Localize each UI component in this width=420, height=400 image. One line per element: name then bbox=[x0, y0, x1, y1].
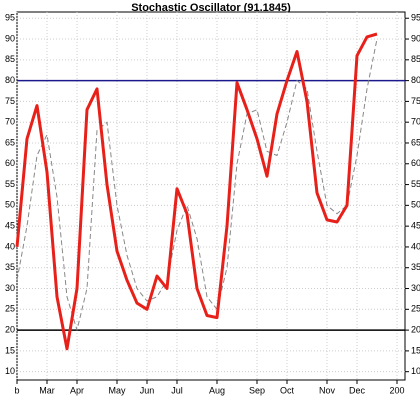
y-tick-label-left: 75 bbox=[5, 96, 15, 106]
y-tick-label-left: 20 bbox=[5, 324, 15, 334]
y-tick-label-left: 85 bbox=[5, 54, 15, 64]
series-line bbox=[16, 38, 378, 331]
y-tick-label: 95 bbox=[411, 13, 420, 23]
y-tick-label: 75 bbox=[411, 96, 420, 106]
y-tick-label-left: 30 bbox=[5, 283, 15, 293]
y-tick-label: 90 bbox=[411, 33, 420, 43]
y-tick-label: 85 bbox=[411, 54, 420, 64]
x-tick-label: Dec bbox=[349, 385, 366, 395]
y-tick-label: 70 bbox=[411, 117, 420, 127]
series-line bbox=[15, 32, 378, 351]
y-tick-label: 45 bbox=[411, 221, 420, 231]
y-tick-label-left: 90 bbox=[5, 33, 15, 43]
x-tick-label: Oct bbox=[280, 385, 295, 395]
chart-title: Stochastic Oscillator (91.1845) bbox=[131, 2, 291, 14]
x-tick-label: b bbox=[14, 385, 19, 395]
x-tick-label: Mar bbox=[39, 385, 55, 395]
y-tick-label: 40 bbox=[411, 241, 420, 251]
y-tick-label-left: 95 bbox=[5, 13, 15, 23]
y-tick-label-left: 50 bbox=[5, 200, 15, 210]
y-tick-label: 60 bbox=[411, 158, 420, 168]
x-tick-label: Aug bbox=[209, 385, 225, 395]
x-tick-label: 200 bbox=[389, 385, 404, 395]
y-tick-label-left: 15 bbox=[5, 345, 15, 355]
y-tick-label: 30 bbox=[411, 283, 420, 293]
y-tick-label: 25 bbox=[411, 304, 420, 314]
y-tick-label: 10 bbox=[411, 366, 420, 376]
y-tick-label: 65 bbox=[411, 137, 420, 147]
y-tick-label-left: 60 bbox=[5, 158, 15, 168]
x-tick-label: Nov bbox=[319, 385, 336, 395]
y-tick-label-left: 40 bbox=[5, 241, 15, 251]
y-tick-label: 80 bbox=[411, 75, 420, 85]
x-tick-label: Apr bbox=[70, 385, 84, 395]
y-tick-label-left: 10 bbox=[5, 366, 15, 376]
y-tick-label: 15 bbox=[411, 345, 420, 355]
x-tick-label: May bbox=[108, 385, 126, 395]
y-tick-label: 55 bbox=[411, 179, 420, 189]
y-tick-label-left: 70 bbox=[5, 117, 15, 127]
x-tick-label: Jul bbox=[171, 385, 183, 395]
y-tick-label-left: 25 bbox=[5, 304, 15, 314]
y-tick-label: 20 bbox=[411, 324, 420, 334]
y-tick-label: 50 bbox=[411, 200, 420, 210]
y-tick-label-left: 80 bbox=[5, 75, 15, 85]
y-tick-label: 35 bbox=[411, 262, 420, 272]
y-tick-label-left: 55 bbox=[5, 179, 15, 189]
y-tick-label-left: 45 bbox=[5, 221, 15, 231]
y-tick-label-left: 35 bbox=[5, 262, 15, 272]
x-tick-label: Sep bbox=[249, 385, 265, 395]
y-tick-label-left: 65 bbox=[5, 137, 15, 147]
x-tick-label: Jun bbox=[140, 385, 155, 395]
